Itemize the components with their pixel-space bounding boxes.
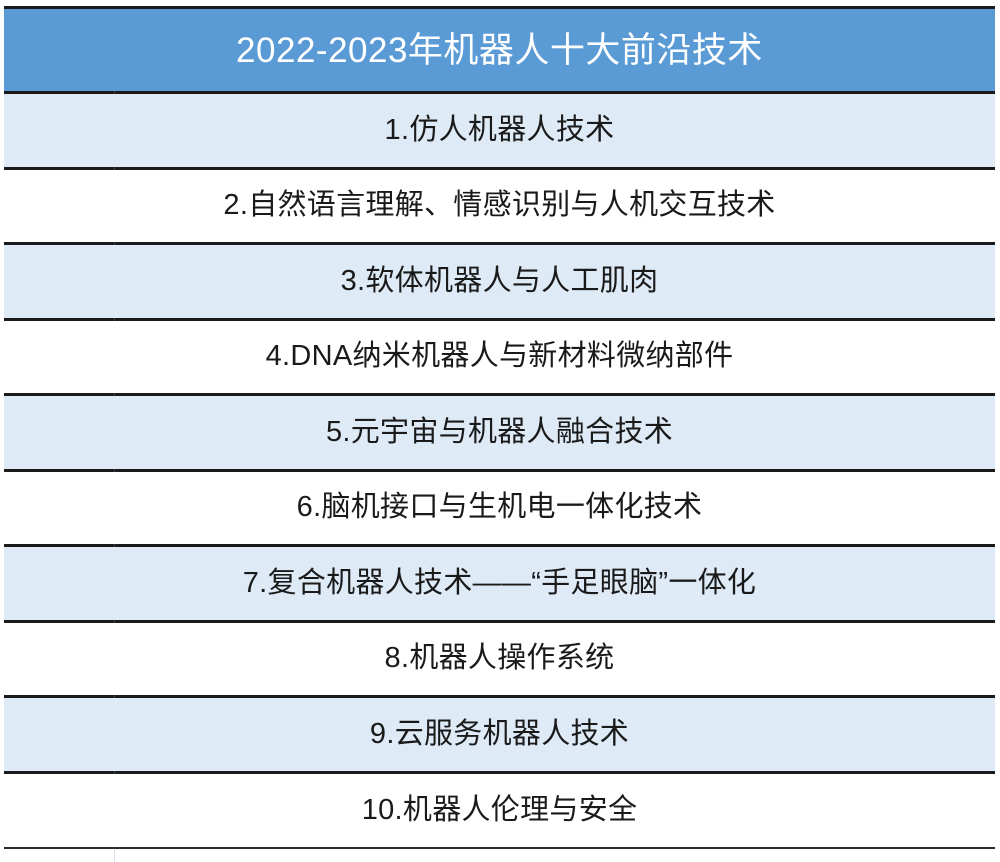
table-header-row: 2022-2023年机器人十大前沿技术 (4, 6, 995, 94)
technology-label: 4.DNA纳米机器人与新材料微纳部件 (265, 340, 734, 373)
table-row: 10.机器人伦理与安全 (4, 772, 995, 849)
technology-cell-2: 2.自然语言理解、情感识别与人机交互技术 (4, 168, 995, 244)
technology-cell-1: 1.仿人机器人技术 (4, 91, 995, 170)
technology-cell-9: 9.云服务机器人技术 (4, 695, 995, 774)
table-body: 1.仿人机器人技术 2.自然语言理解、情感识别与人机交互技术 3.软体机器人与人… (4, 91, 995, 849)
technologies-table: 2022-2023年机器人十大前沿技术 1.仿人机器人技术 2.自然语言理解、情… (4, 6, 995, 849)
table-row: 8.机器人操作系统 (4, 621, 995, 697)
technology-cell-8: 8.机器人操作系统 (4, 621, 995, 697)
technology-cell-6: 6.脑机接口与生机电一体化技术 (4, 470, 995, 546)
technology-label: 5.元宇宙与机器人融合技术 (325, 415, 674, 448)
technology-cell-5: 5.元宇宙与机器人融合技术 (4, 393, 995, 472)
table-row: 5.元宇宙与机器人融合技术 (4, 393, 995, 472)
technology-label: 9.云服务机器人技术 (369, 717, 630, 750)
table-row: 9.云服务机器人技术 (4, 695, 995, 774)
table-row: 6.脑机接口与生机电一体化技术 (4, 470, 995, 546)
technology-label: 8.机器人操作系统 (384, 642, 615, 675)
technology-cell-3: 3.软体机器人与人工肌肉 (4, 242, 995, 321)
technology-cell-10: 10.机器人伦理与安全 (4, 772, 995, 849)
table-row: 2.自然语言理解、情感识别与人机交互技术 (4, 168, 995, 244)
table-title-cell: 2022-2023年机器人十大前沿技术 (4, 6, 995, 94)
page-title: 2022-2023年机器人十大前沿技术 (236, 30, 763, 70)
table-row: 1.仿人机器人技术 (4, 91, 995, 170)
table-row: 7.复合机器人技术——“手足眼脑”一体化 (4, 544, 995, 623)
technology-label: 6.脑机接口与生机电一体化技术 (296, 491, 703, 524)
technology-cell-7: 7.复合机器人技术——“手足眼脑”一体化 (4, 544, 995, 623)
technology-label: 3.软体机器人与人工肌肉 (340, 264, 659, 297)
technology-label: 1.仿人机器人技术 (384, 113, 615, 146)
robotics-top-ten-technologies-table: 2022-2023年机器人十大前沿技术 1.仿人机器人技术 2.自然语言理解、情… (4, 6, 995, 862)
table-row: 3.软体机器人与人工肌肉 (4, 242, 995, 321)
technology-label: 10.机器人伦理与安全 (361, 793, 638, 826)
table-header: 2022-2023年机器人十大前沿技术 (4, 6, 995, 94)
technology-cell-4: 4.DNA纳米机器人与新材料微纳部件 (4, 319, 995, 395)
technology-label: 7.复合机器人技术——“手足眼脑”一体化 (242, 566, 757, 599)
technology-label: 2.自然语言理解、情感识别与人机交互技术 (223, 189, 776, 222)
table-row: 4.DNA纳米机器人与新材料微纳部件 (4, 319, 995, 395)
